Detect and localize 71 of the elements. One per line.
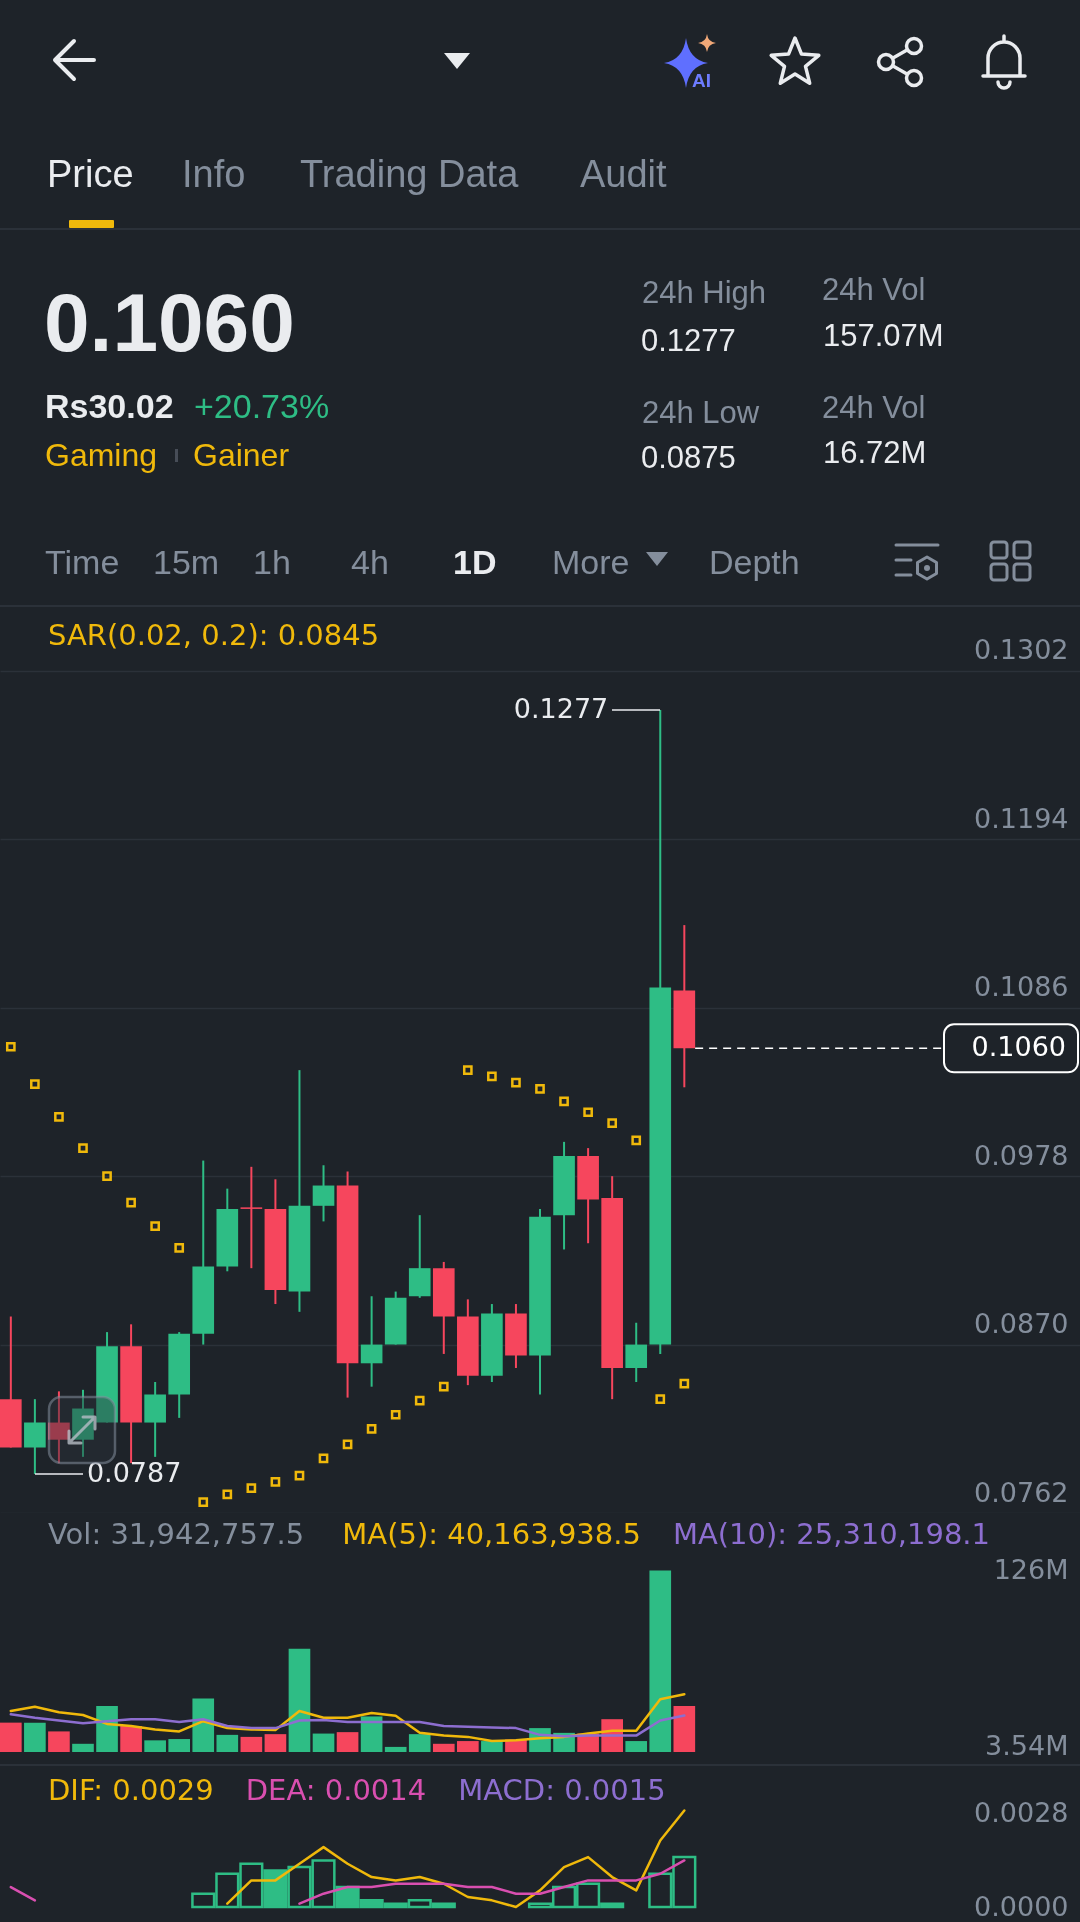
bar: [481, 1741, 503, 1752]
bar: [144, 1740, 166, 1752]
text: Rs30.02: [45, 387, 174, 425]
text: More: [552, 543, 630, 581]
text: Trading Data: [300, 153, 520, 195]
bar: [24, 1722, 46, 1752]
line-series: [226, 1809, 686, 1909]
text: 24h Low: [642, 395, 760, 430]
bar: [264, 1734, 287, 1752]
bar: [673, 1706, 696, 1752]
text: SAR(0.02, 0.2): 0.0845: [48, 618, 380, 652]
bar: [240, 1736, 263, 1752]
annotation: Vol: 31,942,757.5: [48, 1517, 305, 1551]
text: 0.1277: [641, 323, 736, 358]
text: MA(10): 25,310,198.1: [672, 1517, 991, 1551]
text: 24h Vol: [822, 390, 926, 425]
text: Audit: [580, 153, 668, 195]
bar: [96, 1706, 118, 1752]
bar: [48, 1731, 70, 1752]
bar: [384, 1746, 407, 1752]
line-series: [9, 1692, 686, 1743]
text: Info: [182, 153, 246, 195]
text: 0.1060: [44, 277, 295, 368]
bar: [312, 1733, 335, 1752]
text: +20.73%: [194, 387, 330, 425]
y-tick-label: 0.0978: [974, 1139, 1069, 1171]
bar: [360, 1716, 383, 1752]
y-tick-label: 126M: [993, 1554, 1069, 1586]
text: 16.72M: [823, 435, 927, 470]
text: 1D: [453, 543, 497, 581]
text: DEA: 0.0014: [245, 1773, 427, 1807]
y-tick-label: 0.1086: [974, 971, 1069, 1003]
bar: [336, 1732, 359, 1752]
bar: [625, 1741, 648, 1752]
y-tick-label: 0.0762: [974, 1476, 1069, 1508]
y-tick-label: 3.54M: [985, 1730, 1069, 1762]
text: 1h: [253, 543, 291, 581]
bar: [72, 1743, 94, 1752]
bar: [457, 1741, 479, 1752]
annotation: 0.0787: [86, 1457, 182, 1489]
y-tick-label: 0.1302: [974, 634, 1069, 666]
bar: [408, 1734, 431, 1752]
text: DIF: 0.0029: [48, 1773, 214, 1807]
text: Price: [47, 153, 134, 195]
y-tick-label: 0.1194: [974, 802, 1069, 834]
bar: [288, 1648, 311, 1752]
text: MA(5): 40,163,938.5: [342, 1517, 641, 1551]
bar: [649, 1570, 672, 1752]
text: Depth: [709, 543, 800, 581]
text: 4h: [351, 543, 389, 581]
text: 157.07M: [823, 318, 944, 353]
bar: [432, 1743, 455, 1752]
y-tick-label: 0.0870: [974, 1308, 1069, 1340]
y-tick-label: 0.0028: [974, 1797, 1069, 1829]
text: 24h Vol: [822, 272, 926, 307]
ref-line-label: 0.1060: [971, 1031, 1066, 1063]
text: Gainer: [193, 437, 290, 473]
text: 0.0875: [641, 440, 736, 475]
bar: [120, 1725, 142, 1752]
line-series: [9, 1713, 686, 1738]
annotation: 0.1277: [513, 692, 609, 724]
bar: [168, 1739, 191, 1752]
text: Gaming: [45, 437, 158, 473]
bar: [0, 1722, 22, 1752]
y-tick-label: 0.0000: [974, 1890, 1069, 1922]
annotation: MACD: 0.0015: [458, 1773, 666, 1807]
text: Time: [45, 543, 120, 581]
text: 24h High: [642, 275, 767, 310]
text: 15m: [153, 543, 220, 581]
bar: [216, 1734, 239, 1752]
bar: [192, 1698, 215, 1752]
